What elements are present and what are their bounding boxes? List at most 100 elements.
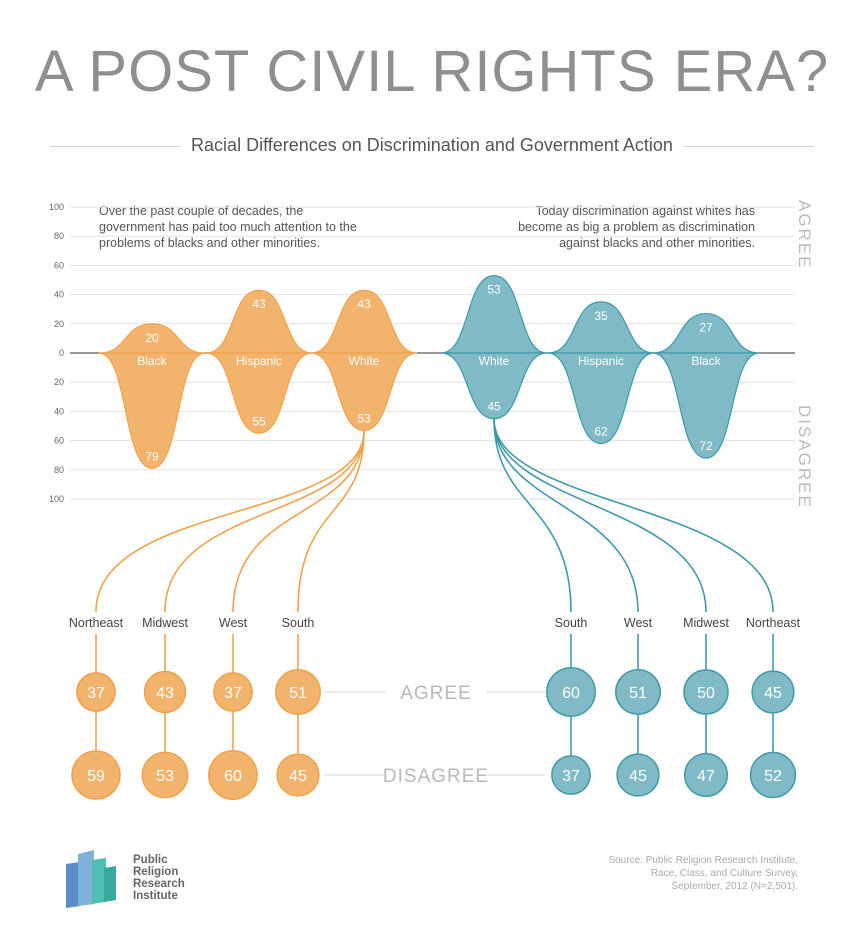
disagree-wave (205, 352, 313, 434)
agree-bubble (546, 667, 596, 717)
disagree-bubble-value: 45 (289, 768, 307, 785)
region-label: West (219, 616, 248, 630)
agree-value-label: 27 (699, 321, 713, 335)
y-tick-label: 80 (54, 231, 64, 241)
agree-bubble (213, 672, 253, 712)
disagree-bubble-value: 47 (697, 768, 715, 785)
agree-wave (440, 275, 548, 354)
group-label: Hispanic (236, 354, 282, 368)
disagree-bubble-value: 59 (87, 768, 105, 785)
region-connector (493, 418, 707, 613)
y-tick-label: 80 (54, 465, 64, 475)
source-line-1: Source: Public Religion Research Institu… (608, 855, 798, 866)
source-line-3: September, 2012 (N=2,501). (671, 881, 798, 892)
agree-wave (98, 323, 206, 354)
disagree-bubble (208, 750, 258, 800)
source-line-2: Race, Class, and Culture Survey, (650, 868, 798, 879)
agree-value-label: 20 (145, 331, 159, 345)
region-label: Northeast (746, 616, 801, 630)
region-label: West (624, 616, 653, 630)
source-note: Source: Public Religion Research Institu… (480, 854, 798, 893)
disagree-bubble (276, 753, 320, 797)
y-tick-label: 20 (54, 319, 64, 329)
agree-wave (205, 289, 313, 354)
agree-bubble (615, 669, 661, 715)
group-label: Black (137, 354, 167, 368)
logo-line-2: Religion (133, 866, 179, 878)
y-tick-label: 60 (54, 436, 64, 446)
disagree-value-label: 72 (699, 439, 713, 453)
disagree-bubble (71, 750, 121, 800)
region-label: Midwest (142, 616, 188, 630)
disagree-bubble-value: 37 (562, 768, 580, 785)
page-title: A POST CIVIL RIGHTS ERA? (34, 39, 830, 104)
disagree-bubble (141, 751, 189, 799)
region-label: South (282, 616, 315, 630)
disagree-bubble (683, 752, 729, 798)
question-left: Over the past couple of decades, the gov… (99, 204, 357, 250)
region-label: Northeast (69, 616, 124, 630)
agree-bubble (751, 670, 795, 714)
agree-bubble-value: 43 (156, 685, 174, 702)
disagree-bubble-value: 53 (156, 768, 174, 785)
row-label-disagree: DISAGREE (383, 766, 489, 787)
agree-bubble-value: 51 (289, 685, 307, 702)
disagree-value-label: 45 (487, 400, 501, 414)
disagree-value-label: 79 (145, 449, 159, 463)
disagree-wave (547, 352, 655, 445)
group-label: Black (691, 354, 721, 368)
region-label: South (555, 616, 588, 630)
region-connector (297, 430, 365, 613)
agree-bubble-value: 60 (562, 685, 580, 702)
y-tick-label: 40 (54, 406, 64, 416)
group-label: White (349, 354, 380, 368)
y-tick-label: 40 (54, 290, 64, 300)
row-label-agree: AGREE (400, 683, 472, 704)
disagree-bubble-value: 45 (629, 768, 647, 785)
y-tick-label: 100 (49, 494, 64, 504)
region-label: Midwest (683, 616, 729, 630)
disagree-value-label: 53 (357, 411, 371, 425)
agree-bubble (275, 669, 321, 715)
agree-value-label: 43 (357, 297, 371, 311)
subtitle: Racial Differences on Discrimination and… (50, 135, 814, 156)
y-tick-label: 20 (54, 377, 64, 387)
disagree-bubble (749, 751, 797, 799)
logo-line-4: Institute (133, 890, 178, 902)
region-connector (493, 418, 572, 613)
agree-bubble-value: 45 (764, 685, 782, 702)
region-connector (493, 418, 639, 613)
disagree-bubble-value: 52 (764, 768, 782, 785)
disagree-wave (310, 352, 418, 431)
logo-line-1: Public (133, 854, 168, 866)
agree-bubble-value: 51 (629, 685, 647, 702)
disagree-bubble (551, 755, 591, 795)
agree-value-label: 35 (594, 309, 608, 323)
agree-bubble-value: 37 (224, 685, 242, 702)
region-connector (493, 418, 774, 613)
disagree-wave (98, 352, 206, 469)
disagree-bubble-value: 60 (224, 768, 242, 785)
y-tick-label: 0 (59, 348, 64, 358)
region-connector (164, 430, 365, 613)
agree-bubble (143, 670, 187, 714)
group-label: White (479, 354, 510, 368)
disagree-wave (440, 352, 548, 420)
logo-line-3: Research (133, 878, 185, 890)
region-connector (232, 430, 365, 613)
side-label-agree: AGREE (795, 200, 814, 270)
subtitle-text: Racial Differences on Discrimination and… (181, 135, 683, 155)
agree-wave (547, 301, 655, 354)
disagree-value-label: 62 (594, 425, 608, 439)
group-label: Hispanic (578, 354, 624, 368)
agree-value-label: 43 (252, 297, 266, 311)
disagree-wave (652, 352, 760, 459)
agree-bubble (683, 669, 729, 715)
side-label-disagree: DISAGREE (795, 405, 814, 509)
disagree-bubble (616, 753, 660, 797)
agree-wave (652, 312, 760, 354)
region-connector (95, 430, 365, 613)
agree-bubble (76, 672, 116, 712)
agree-wave (310, 289, 418, 354)
